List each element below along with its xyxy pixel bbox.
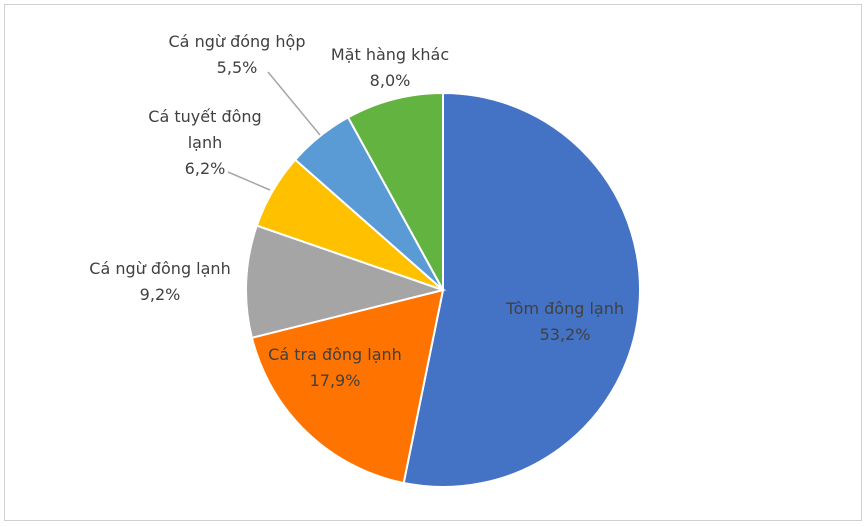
pie-slice [402,91,641,488]
chart-frame [4,4,862,521]
data-label: Tôm đông lạnh 53,2% [465,296,665,348]
value-label: 9,2% [139,285,181,304]
value-label: 8,0% [369,71,411,90]
data-label: Cá ngừ đóng hộp 5,5% [137,29,337,81]
leader-line [267,71,321,136]
category-label: Cá ngừ đóng hộp [168,32,306,51]
data-label: Cá tra đông lạnh 17,9% [235,342,435,394]
pie-slice [250,288,445,485]
data-label: Mặt hàng khác 8,0% [290,42,490,94]
value-label: 17,9% [309,371,361,390]
category-label: Tôm đông lạnh [506,299,624,318]
data-label: Cá tuyết đông lạnh 6,2% [140,104,270,182]
category-label: Mặt hàng khác [330,45,450,64]
pie-slice [245,224,447,340]
data-label: Cá ngừ đông lạnh 9,2% [60,256,260,308]
value-label: 5,5% [216,58,258,77]
leader-line [227,171,271,191]
category-label: Cá tra đông lạnh [268,345,402,364]
category-label: Cá tuyết đông lạnh [148,107,262,152]
pie-slice [346,91,444,291]
value-label: 6,2% [184,159,226,178]
category-label: Cá ngừ đông lạnh [89,259,231,278]
value-label: 53,2% [539,325,591,344]
